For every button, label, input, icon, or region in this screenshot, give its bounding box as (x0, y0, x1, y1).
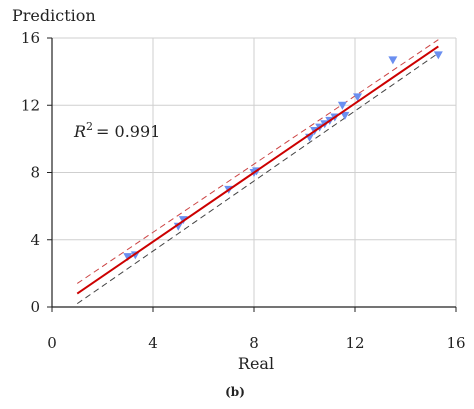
y-tick-label: 4 (30, 231, 40, 249)
r-squared-annotation: R2 = 0.991 (73, 120, 160, 141)
r-squared-value: = 0.991 (96, 122, 160, 141)
data-point (340, 111, 350, 120)
x-tick-label: 16 (446, 334, 465, 352)
fit-line-group (76, 45, 439, 295)
y-tick-label: 16 (21, 29, 40, 47)
x-axis-label: Real (238, 354, 274, 373)
upper-confidence-line (76, 39, 439, 284)
x-tick-label: 0 (47, 334, 57, 352)
confidence-bands (76, 39, 439, 305)
data-point (353, 93, 363, 102)
r-squared-exponent: 2 (86, 120, 93, 133)
lower-confidence-line (76, 52, 439, 305)
y-tick-label: 0 (30, 298, 40, 316)
x-tick-label: 12 (345, 334, 364, 352)
data-point (433, 51, 443, 60)
axes (47, 37, 457, 312)
figure-caption: (b) (225, 385, 245, 399)
r-squared-symbol: R (73, 122, 86, 141)
data-point (337, 101, 347, 110)
data-point (388, 56, 398, 65)
y-axis-label: Prediction (12, 6, 96, 25)
x-tick-label: 4 (148, 334, 158, 352)
regression-line (76, 45, 439, 295)
y-tick-label: 8 (30, 164, 40, 182)
tick-labels: 0 4 8 12 16 0 4 8 12 16 (21, 29, 466, 352)
x-tick-label: 8 (249, 334, 259, 352)
data-point (123, 253, 133, 262)
y-tick-label: 12 (21, 96, 40, 114)
